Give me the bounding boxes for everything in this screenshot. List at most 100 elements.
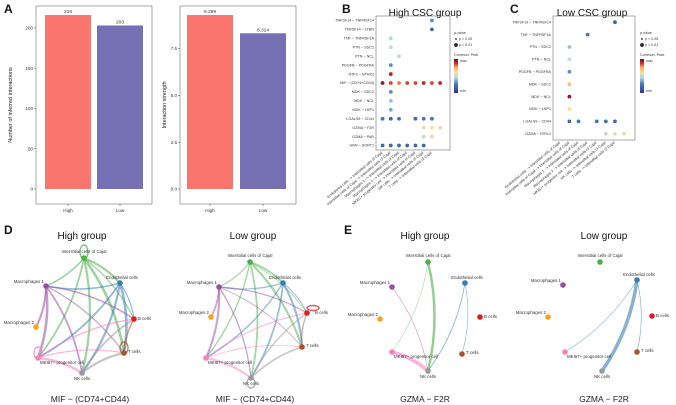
network-caption-e-low: GZMA − F2R: [579, 394, 629, 404]
bubble-dot: [567, 57, 572, 62]
bubble-y-label: GZMA − PAR: [352, 135, 374, 139]
bubble-dot: [388, 63, 393, 68]
panel-letter-d: D: [4, 223, 13, 237]
network-node-label: NK cells: [243, 381, 260, 386]
network-node-nk: [248, 375, 254, 381]
network-node-label: Interstitial cells of Cajal: [578, 253, 623, 258]
network-node-mac1: [216, 284, 222, 290]
y-tick-label: 0.0: [171, 187, 178, 192]
bubble-dot: [388, 90, 393, 94]
legend-colorbar: [454, 59, 458, 93]
network-node-icc: [247, 259, 253, 265]
x-tick-label: High: [205, 208, 215, 213]
network-edge: [205, 345, 303, 359]
network-node-label: NK cells: [420, 374, 437, 379]
network-edge: [205, 282, 284, 359]
bubble-chart-low: TNFSF14 − TNFRSF14 TNF − TNFRSF1A PTN − SD…: [504, 15, 665, 196]
bubble-y-label: PDGFB − PDGFRA: [342, 63, 375, 67]
network-node-tcell: [634, 349, 640, 355]
bubble-y-label: GZMA − F2RL2: [525, 132, 551, 136]
bubble-dot: [388, 116, 393, 121]
network-node-mac2: [33, 324, 39, 330]
legend-pvalue-title: p-value: [454, 31, 466, 35]
network-edge: [218, 286, 252, 379]
network-node-endo: [462, 280, 468, 286]
network-node-bcell: [131, 316, 137, 322]
bubble-dot: [603, 131, 608, 136]
network-node-nk: [79, 370, 85, 376]
network-node-label: MKI67+ progenitor cell: [40, 360, 84, 365]
legend-color-title: Commun. Prob.: [454, 53, 479, 57]
network-d-high: Interstitial cells of Cajal Endothelial c…: [4, 244, 152, 381]
legend-dot-large: [640, 43, 644, 47]
bubble-dot: [388, 45, 393, 50]
legend-color-min: min: [646, 89, 652, 93]
bubble-y-label: MDK − NCL: [354, 99, 374, 103]
bubble-dot: [421, 143, 426, 148]
network-edge: [282, 282, 308, 314]
network-node-mki: [203, 355, 209, 361]
legend-dot-small: [641, 38, 643, 40]
bubble-y-label: TNFSF14 − TNFRSF14: [335, 19, 374, 23]
network-node-label: Macrophages 2: [4, 320, 35, 325]
bubble-dot: [380, 143, 385, 148]
bubble-dot: [567, 119, 572, 124]
y-tick-label: 0: [30, 187, 33, 192]
x-tick-label: Low: [259, 208, 268, 213]
network-edge: [45, 285, 83, 374]
bar-chart-strength: Interaction strength 0.0 2.5 5.0 7.5 9.289 H…: [162, 5, 297, 213]
network-node-endo: [280, 280, 286, 286]
network-node-label: MKI67+ progenitor cell: [567, 354, 611, 359]
network-edge: [426, 261, 436, 372]
bubble-y-label: PTN − SDC2: [530, 45, 551, 49]
bubble-dot: [613, 20, 617, 25]
bubble-y-label: MDK − LRP1: [529, 107, 551, 111]
network-node-label: Endothelial cells: [106, 275, 139, 280]
panel-letter-c: C: [510, 2, 519, 16]
network-node-mki: [35, 355, 41, 361]
network-node-label: B cells: [138, 316, 152, 321]
bubble-y-label: NTF3 − NTRK2: [348, 72, 374, 76]
bubble-dot: [397, 116, 401, 121]
network-d-low: Interstitial cells of Cajal Endothelial c…: [179, 253, 329, 389]
bubble-y-label: MDK − SDC2: [352, 90, 374, 94]
panel-letter-a: A: [4, 2, 13, 16]
bubble-dot: [397, 143, 401, 148]
network-node-label: T cells: [128, 349, 141, 354]
bubble-y-label: GZMA − F2R: [352, 126, 374, 130]
bubble-dot: [388, 107, 393, 112]
network-node-label: B cells: [656, 313, 670, 318]
network-node-label: Macrophages 1: [14, 279, 45, 284]
network-node-label: Macrophages 1: [187, 280, 218, 285]
bubble-dot: [413, 81, 418, 85]
network-node-mki: [562, 349, 568, 355]
bubble-y-label: TNFSF14 − TNFRSF14: [512, 20, 551, 24]
network-edge: [391, 286, 429, 372]
network-title-d-high: High group: [58, 231, 107, 242]
network-edge: [391, 261, 429, 353]
bar-value-label: 203: [116, 19, 124, 25]
bubble-dot: [430, 27, 434, 32]
bar-low: [97, 25, 143, 189]
bubble-dot: [421, 125, 426, 130]
bubble-dot: [430, 81, 434, 85]
bubble-plot-frame: [552, 15, 636, 141]
bubble-y-label: TNFSF14 − LTBR: [345, 28, 375, 32]
network-edge: [80, 257, 92, 374]
bubble-y-label: MDK − LRP1: [352, 108, 374, 112]
network-node-bcell: [649, 313, 655, 319]
network-caption-d-high: MIF − (CD74+CD44): [51, 394, 130, 404]
network-e-high: Interstitial cells of Cajal Endothelial c…: [348, 253, 498, 379]
bubble-dot: [380, 116, 385, 121]
network-edge: [37, 349, 125, 359]
bubble-dot: [388, 143, 393, 148]
bubble-dot: [405, 143, 410, 148]
bar-value-label: 9.289: [204, 9, 216, 15]
bubble-y-label: PDGFB − PDGFRA: [519, 70, 552, 74]
bubble-y-label: TNF − TNFRSF1A: [344, 37, 375, 41]
network-edge: [37, 318, 135, 359]
network-edge: [45, 257, 85, 287]
bubble-dot: [613, 119, 617, 124]
network-self-loop: [306, 304, 320, 312]
y-tick-label: 5.0: [171, 93, 178, 98]
